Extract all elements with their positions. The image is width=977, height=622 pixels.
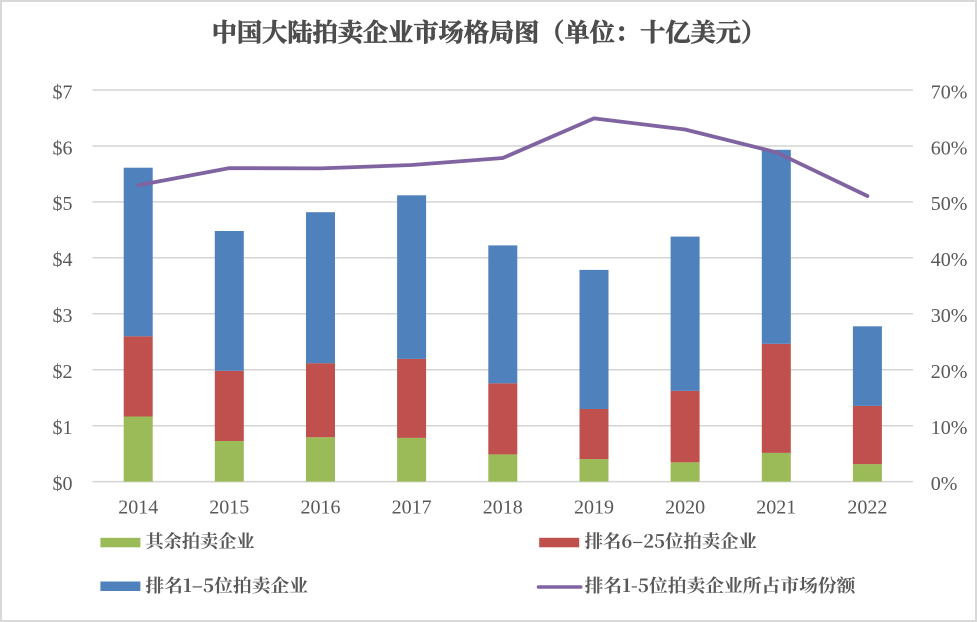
svg-text:$3: $3 [53, 305, 73, 327]
svg-text:20%: 20% [931, 361, 968, 383]
svg-text:$6: $6 [53, 137, 73, 159]
svg-text:$1: $1 [53, 417, 73, 439]
svg-text:2015: 2015 [209, 497, 249, 519]
svg-text:$4: $4 [53, 249, 73, 271]
svg-text:2020: 2020 [665, 497, 705, 519]
svg-text:2016: 2016 [301, 497, 341, 519]
svg-text:$5: $5 [53, 193, 73, 215]
svg-text:$0: $0 [53, 473, 73, 495]
svg-text:$7: $7 [53, 81, 73, 103]
svg-text:30%: 30% [931, 305, 968, 327]
svg-text:10%: 10% [931, 417, 968, 439]
svg-text:2018: 2018 [483, 497, 523, 519]
svg-text:2014: 2014 [118, 497, 158, 519]
svg-text:2019: 2019 [574, 497, 614, 519]
svg-text:2021: 2021 [756, 497, 796, 519]
svg-text:2017: 2017 [392, 497, 432, 519]
svg-text:60%: 60% [931, 137, 968, 159]
svg-text:50%: 50% [931, 193, 968, 215]
svg-text:40%: 40% [931, 249, 968, 271]
svg-text:2022: 2022 [847, 497, 887, 519]
svg-text:0%: 0% [931, 473, 958, 495]
svg-text:$2: $2 [53, 361, 73, 383]
svg-text:70%: 70% [931, 81, 968, 103]
